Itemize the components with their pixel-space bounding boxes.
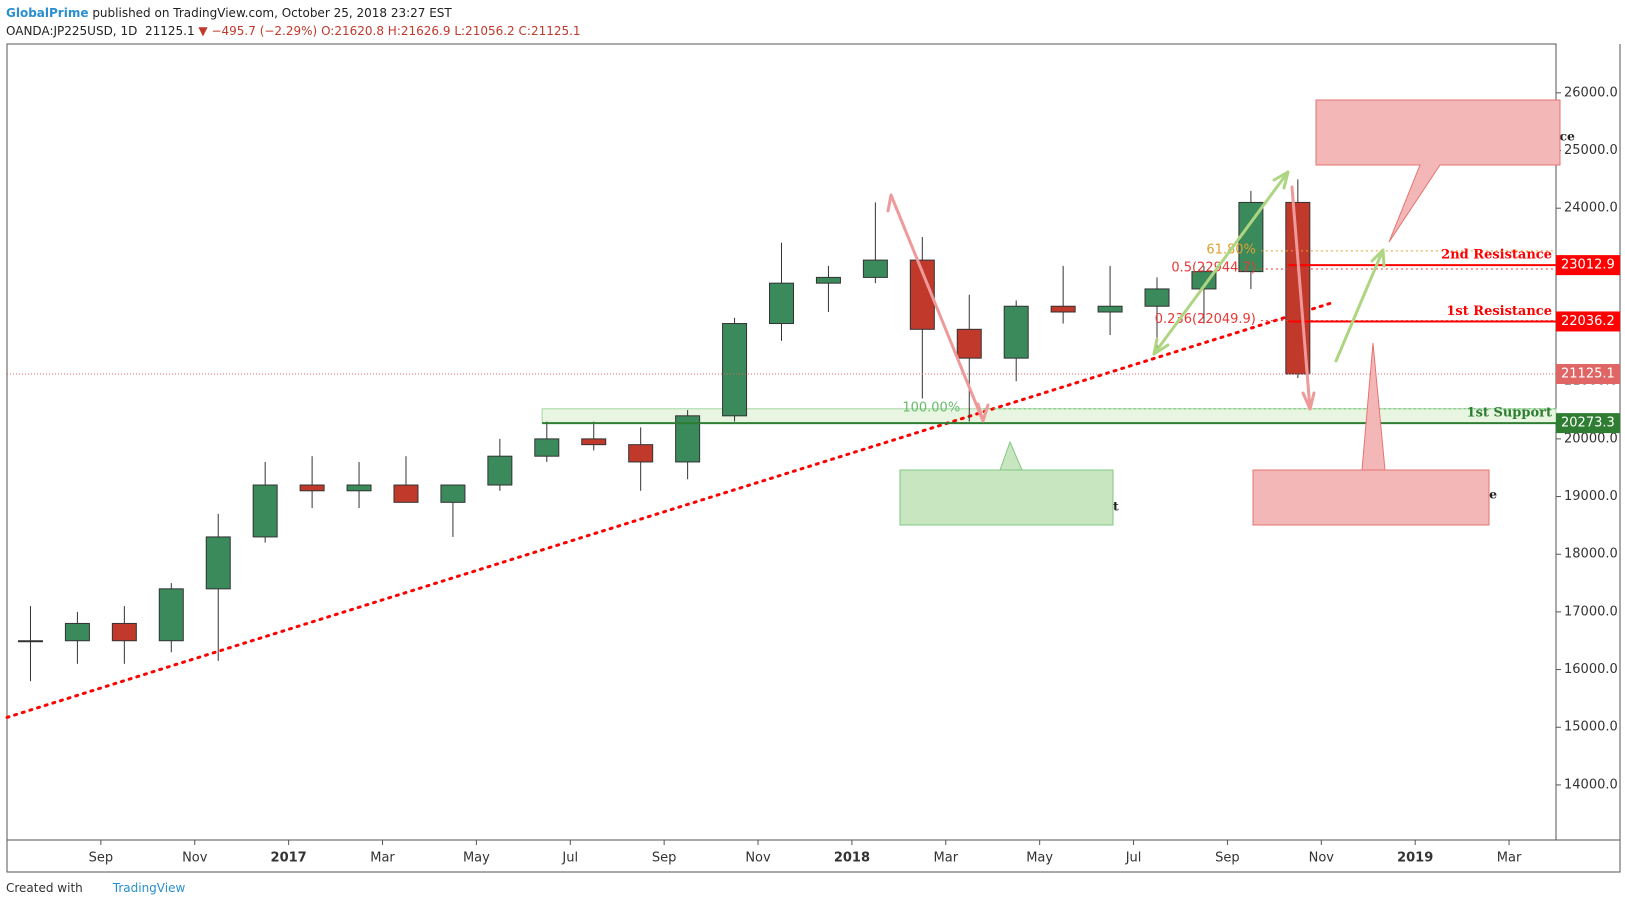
x-tick-label: Sep bbox=[652, 851, 677, 866]
level-name: 1st Resistance bbox=[1446, 304, 1552, 319]
high: H:21626.9 bbox=[387, 24, 451, 38]
x-tick-label: Nov bbox=[745, 851, 771, 866]
fib-label: 0.5(22944.7) bbox=[1171, 261, 1256, 276]
x-tick-label: Mar bbox=[934, 851, 959, 866]
price-tag bbox=[1556, 255, 1620, 276]
time-axis-frame bbox=[6, 839, 1621, 873]
close: C:21125.1 bbox=[518, 24, 581, 38]
y-tick-label: 20000.0 bbox=[1564, 431, 1618, 446]
candle-body bbox=[440, 484, 466, 503]
chart: 14000.0 15000.0 16000.0 17000.0 18000.0 19000… bbox=[5, 43, 1621, 873]
candle-body bbox=[1003, 305, 1029, 359]
candle-body bbox=[1050, 305, 1076, 313]
candle-body bbox=[956, 328, 982, 359]
candle-body bbox=[346, 484, 372, 492]
price-tag bbox=[1556, 363, 1620, 384]
footer: Created with TradingView bbox=[6, 881, 185, 895]
candle-body bbox=[1144, 288, 1170, 307]
candle-body bbox=[64, 622, 90, 642]
y-tick-label: 24000.0 bbox=[1564, 201, 1618, 216]
x-tick-label: Jul bbox=[1125, 851, 1142, 866]
y-tick-label: 17000.0 bbox=[1564, 604, 1618, 619]
y-tick-label: 26000.0 bbox=[1564, 85, 1618, 100]
symbol: OANDA:JP225USD, 1D bbox=[6, 24, 138, 38]
x-tick-label: Mar bbox=[1497, 851, 1522, 866]
x-tick-label: Sep bbox=[89, 851, 114, 866]
x-tick-label: May bbox=[463, 851, 490, 866]
x-tick-label: May bbox=[1026, 851, 1053, 866]
y-tick-label: 19000.0 bbox=[1564, 489, 1618, 504]
y-tick-label: 25000.0 bbox=[1564, 143, 1618, 158]
y-tick-label: 14000.0 bbox=[1564, 777, 1618, 792]
candle-body bbox=[487, 455, 513, 486]
trendline bbox=[5, 300, 1337, 719]
candle-body bbox=[17, 640, 43, 643]
fib-label: 0.236(22049.9) bbox=[1155, 312, 1256, 327]
x-tick-label: 2017 bbox=[271, 851, 307, 866]
candle-body bbox=[581, 438, 607, 446]
candle-body bbox=[299, 484, 325, 492]
candle-body bbox=[628, 444, 654, 463]
low: L:21056.2 bbox=[454, 24, 515, 38]
price-tag-label: 22036.2 bbox=[1561, 314, 1615, 329]
candle-body bbox=[158, 588, 184, 642]
candle-body bbox=[252, 484, 278, 538]
fib-label: 100.00% bbox=[902, 400, 960, 415]
price-tag-label: 20273.3 bbox=[1561, 416, 1615, 431]
y-tick-label: 16000.0 bbox=[1564, 662, 1618, 677]
candle-body bbox=[815, 276, 841, 284]
publisher: GlobalPrime bbox=[6, 6, 89, 20]
candle-body bbox=[1097, 305, 1123, 313]
x-tick-label: 2018 bbox=[834, 851, 870, 866]
x-tick-label: Nov bbox=[182, 851, 208, 866]
price-tag bbox=[1556, 413, 1620, 434]
price-tag-label: 21125.1 bbox=[1561, 366, 1615, 381]
change: ▼ −495.7 (−2.29%) bbox=[198, 24, 318, 38]
price-tag bbox=[1556, 311, 1620, 332]
candle-body bbox=[722, 323, 748, 417]
level-name: 2nd Resistance bbox=[1441, 248, 1552, 263]
y-tick-label: 18000.0 bbox=[1564, 547, 1618, 562]
published: published on TradingView.com, October 25… bbox=[92, 6, 452, 20]
price: 21125.1 bbox=[144, 24, 195, 38]
x-tick-label: Sep bbox=[1215, 851, 1240, 866]
y-tick-label: 15000.0 bbox=[1564, 720, 1618, 735]
x-tick-label: Nov bbox=[1309, 851, 1335, 866]
arrows bbox=[886, 170, 1386, 423]
candle-body bbox=[393, 484, 419, 503]
candle-body bbox=[769, 282, 794, 325]
note-boxes bbox=[899, 99, 1561, 526]
header: GlobalPrime published on TradingView.com… bbox=[6, 4, 581, 40]
price-tag-label: 23012.9 bbox=[1561, 258, 1615, 273]
candle-body bbox=[111, 622, 137, 642]
candle-body bbox=[534, 438, 560, 457]
created: Created with bbox=[6, 881, 83, 895]
level-name: 1st Support bbox=[1467, 406, 1552, 421]
brand: TradingView bbox=[112, 881, 186, 895]
x-tick-label: Jul bbox=[561, 851, 578, 866]
candle-body bbox=[205, 536, 231, 590]
x-tick-label: Mar bbox=[370, 851, 395, 866]
open: O:21620.8 bbox=[321, 24, 384, 38]
candle-body bbox=[862, 259, 888, 278]
x-tick-label: 2019 bbox=[1397, 851, 1433, 866]
